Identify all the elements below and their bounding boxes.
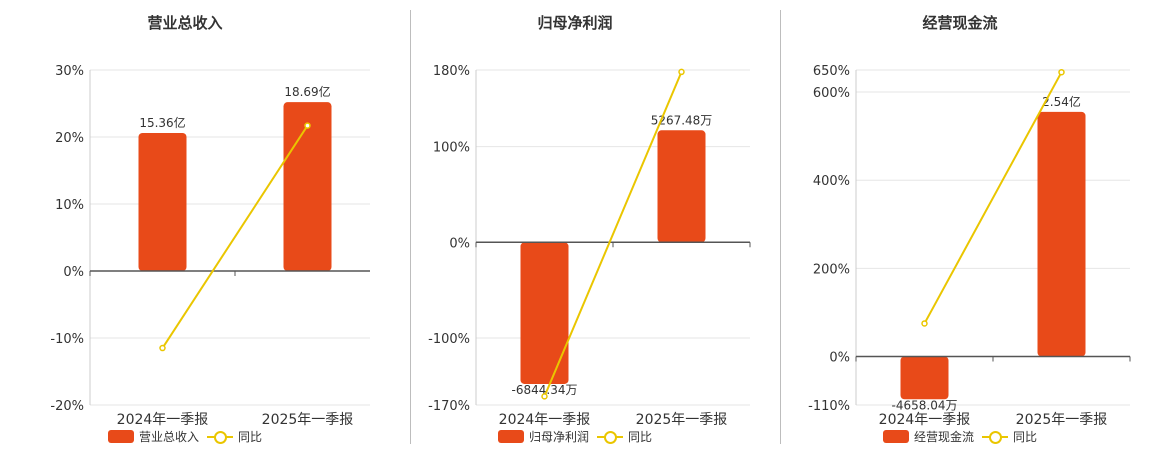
legend-bar-swatch (882, 430, 909, 443)
chart-svg: 650% 600% 400% 200% 0% -110% -4658.04万 2.54亿 202… (808, 64, 1131, 428)
chart-panel-revenue: 营业总收入 30% 20% 10% 0% -10% -20% 15.36亿 18.69亿 202… (0, 0, 370, 450)
y-tick-label: -100% (428, 332, 470, 347)
bar[interactable] (138, 132, 187, 271)
legend-line-label: 同比 (628, 430, 653, 444)
legend-line-label: 同比 (238, 430, 263, 444)
yoy-point[interactable] (541, 393, 548, 400)
legend-item-line[interactable]: 同比 (207, 428, 262, 445)
y-tick-label: 0% (63, 265, 84, 280)
legend-line-swatch (982, 430, 1008, 444)
x-tick-label: 2024年一季报 (499, 412, 591, 428)
bar-data-label: -6844.34万 (512, 383, 578, 397)
panel-divider (780, 10, 781, 444)
chart-title: 营业总收入 (147, 14, 223, 32)
yoy-line (161, 125, 309, 349)
y-tick-label: 100% (433, 141, 470, 156)
yoy-point[interactable] (159, 344, 166, 352)
legend-item-bar[interactable]: 归母净利润 (497, 428, 589, 445)
chart-legend: 经营现金流 同比 (775, 428, 1145, 445)
bar-data-label: 15.36亿 (139, 115, 185, 130)
x-tick-label: 2024年一季报 (879, 412, 971, 428)
x-tick-label: 2024年一季报 (117, 412, 209, 428)
y-tick-label: -110% (808, 399, 850, 414)
legend-bar-label: 归母净利润 (528, 430, 589, 444)
y-tick-label: 180% (433, 64, 470, 79)
y-tick-label: 0% (829, 351, 850, 366)
panel-divider (410, 10, 411, 444)
yoy-point[interactable] (304, 122, 311, 129)
bar[interactable] (900, 356, 949, 400)
legend-item-bar[interactable]: 营业总收入 (107, 428, 199, 445)
y-tick-label: 650% (813, 64, 850, 79)
chart-legend: 归母净利润 同比 (390, 428, 760, 445)
y-tick-label: -20% (50, 399, 84, 414)
chart-legend: 营业总收入 同比 (0, 428, 370, 445)
yoy-line (923, 71, 1063, 324)
y-tick-label: -170% (428, 399, 470, 414)
bar[interactable] (657, 130, 706, 243)
bar-data-label: -4658.04万 (892, 398, 958, 412)
y-tick-label: 400% (813, 174, 850, 189)
x-tick-label: 2025年一季报 (262, 412, 354, 428)
chart-panel-cash-flow: 经营现金流 650% 600% 400% 200% 0% -110% -4658.04万 2.… (775, 0, 1145, 450)
y-tick-label: 20% (55, 131, 84, 146)
chart-title: 经营现金流 (922, 14, 998, 32)
legend-item-line[interactable]: 同比 (982, 428, 1037, 445)
x-tick-label: 2025年一季报 (1016, 412, 1108, 428)
y-tick-label: -10% (50, 332, 84, 347)
yoy-point[interactable] (921, 320, 928, 327)
y-tick-label: 10% (55, 198, 84, 213)
y-tick-label: 0% (449, 236, 470, 251)
legend-line-label: 同比 (1013, 430, 1038, 444)
y-tick-label: 200% (813, 262, 850, 277)
chart-title: 归母净利润 (537, 14, 613, 32)
legend-line-swatch (597, 430, 623, 444)
legend-item-bar[interactable]: 经营现金流 (882, 428, 974, 445)
legend-bar-swatch (497, 430, 524, 443)
legend-bar-label: 经营现金流 (913, 430, 974, 444)
yoy-point[interactable] (678, 68, 685, 76)
bar[interactable] (1037, 111, 1086, 357)
legend-line-swatch (207, 430, 233, 444)
bar-data-label: 5267.48万 (651, 113, 713, 127)
yoy-line (543, 71, 683, 397)
chart-svg: 30% 20% 10% 0% -10% -20% 15.36亿 18.69亿 2024年一季报 2… (50, 64, 370, 428)
bar-data-label: 2.54亿 (1042, 94, 1081, 109)
y-tick-label: 30% (55, 64, 84, 79)
x-tick-label: 2025年一季报 (636, 412, 728, 428)
chart-svg: 180% 100% 0% -100% -170% -6844.34万 5267.48万 202… (428, 64, 751, 428)
chart-panel-net-profit: 归母净利润 180% 100% 0% -100% -170% -6844.34万 5267.… (390, 0, 760, 450)
legend-item-line[interactable]: 同比 (597, 428, 652, 445)
yoy-point[interactable] (1058, 68, 1065, 76)
bar[interactable] (520, 242, 569, 384)
legend-bar-swatch (107, 430, 134, 443)
legend-bar-label: 营业总收入 (138, 430, 199, 444)
y-tick-label: 600% (813, 86, 850, 101)
bar-data-label: 18.69亿 (284, 84, 330, 99)
